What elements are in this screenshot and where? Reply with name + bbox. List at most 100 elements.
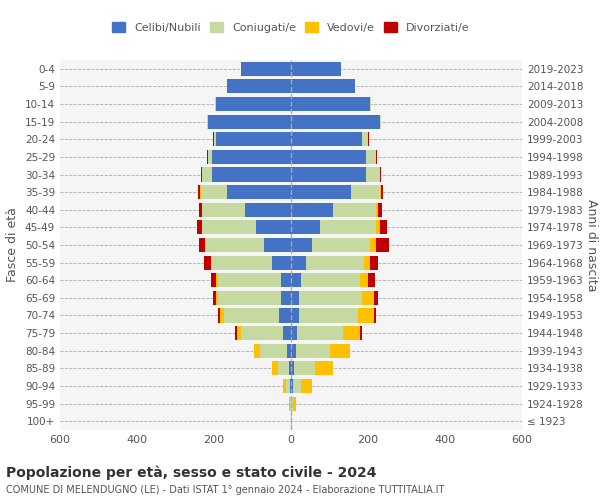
Bar (312, 238, 370, 252)
Bar (307, 256, 364, 270)
Bar (206, 238, 264, 252)
Bar (381, 185, 383, 199)
Bar (360, 273, 368, 287)
Bar (224, 308, 280, 322)
Bar (380, 185, 381, 199)
Bar (315, 362, 332, 376)
Bar (368, 273, 375, 287)
Bar (205, 238, 206, 252)
Bar (227, 80, 291, 94)
Bar (289, 362, 291, 376)
Bar (212, 256, 272, 270)
Bar (227, 185, 291, 199)
Bar (202, 220, 256, 234)
Bar (264, 238, 291, 252)
Bar (294, 362, 315, 376)
Bar (245, 202, 291, 217)
Bar (287, 344, 291, 358)
Legend: Celibi/Nubili, Coniugati/e, Vedovi/e, Divorziati/e: Celibi/Nubili, Coniugati/e, Vedovi/e, Di… (108, 18, 474, 37)
Bar (380, 168, 382, 181)
Bar (334, 202, 376, 217)
Bar (376, 202, 377, 217)
Bar (350, 185, 380, 199)
Bar (377, 202, 382, 217)
Bar (281, 273, 291, 287)
Bar (374, 308, 376, 322)
Bar (211, 256, 212, 270)
Bar (291, 202, 334, 217)
Bar (278, 362, 289, 376)
Bar (291, 150, 366, 164)
Bar (291, 220, 320, 234)
Bar (218, 273, 281, 287)
Bar (291, 114, 380, 128)
Bar (293, 379, 301, 393)
Bar (291, 256, 307, 270)
Bar (214, 132, 216, 146)
Bar (320, 220, 376, 234)
Bar (211, 273, 216, 287)
Bar (280, 308, 291, 322)
Bar (216, 132, 291, 146)
Bar (376, 220, 380, 234)
Bar (235, 326, 237, 340)
Bar (256, 220, 291, 234)
Bar (291, 344, 296, 358)
Y-axis label: Fasce di età: Fasce di età (7, 208, 19, 282)
Bar (299, 291, 362, 305)
Bar (366, 168, 380, 181)
Bar (301, 379, 312, 393)
Bar (208, 150, 212, 164)
Bar (272, 362, 278, 376)
Bar (370, 256, 377, 270)
Bar (299, 308, 358, 322)
Bar (297, 326, 343, 340)
Bar (376, 150, 377, 164)
Bar (215, 97, 216, 111)
Bar (291, 273, 301, 287)
Bar (241, 62, 291, 76)
Text: COMUNE DI MELENDUGNO (LE) - Dati ISTAT 1° gennaio 2024 - Elaborazione TUTTITALIA: COMUNE DI MELENDUGNO (LE) - Dati ISTAT 1… (6, 485, 445, 495)
Bar (370, 97, 371, 111)
Bar (283, 326, 291, 340)
Bar (216, 273, 218, 287)
Bar (291, 362, 294, 376)
Bar (212, 150, 291, 164)
Bar (260, 344, 287, 358)
Bar (291, 168, 366, 181)
Bar (330, 344, 350, 358)
Bar (216, 97, 291, 111)
Bar (292, 396, 293, 410)
Bar (204, 256, 211, 270)
Bar (370, 238, 376, 252)
Bar (212, 168, 291, 181)
Bar (332, 362, 334, 376)
Bar (296, 344, 330, 358)
Y-axis label: Anni di nascita: Anni di nascita (584, 198, 598, 291)
Bar (208, 114, 291, 128)
Bar (218, 308, 220, 322)
Bar (366, 150, 376, 164)
Bar (374, 291, 377, 305)
Bar (291, 308, 299, 322)
Bar (289, 396, 290, 410)
Bar (200, 185, 227, 199)
Bar (291, 326, 297, 340)
Bar (291, 97, 370, 111)
Bar (237, 326, 241, 340)
Bar (376, 238, 389, 252)
Bar (199, 202, 202, 217)
Bar (293, 396, 296, 410)
Bar (272, 256, 291, 270)
Bar (283, 379, 286, 393)
Bar (202, 202, 245, 217)
Bar (291, 80, 355, 94)
Bar (213, 291, 216, 305)
Bar (301, 273, 360, 287)
Bar (380, 114, 382, 128)
Bar (199, 238, 205, 252)
Bar (291, 291, 299, 305)
Bar (254, 344, 260, 358)
Bar (220, 308, 224, 322)
Bar (216, 291, 218, 305)
